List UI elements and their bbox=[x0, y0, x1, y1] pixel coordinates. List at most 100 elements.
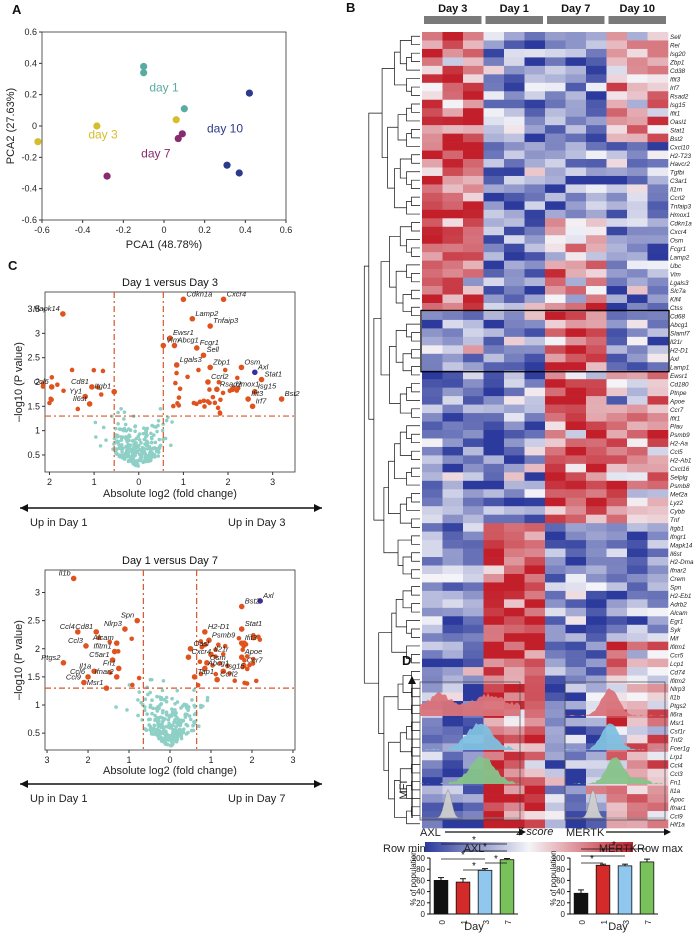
heatmap-cell bbox=[524, 32, 546, 41]
heatmap-cell bbox=[565, 616, 587, 626]
heatmap-cell bbox=[606, 599, 628, 609]
heatmap-cell bbox=[565, 480, 587, 490]
volcano-significant-point bbox=[91, 367, 97, 373]
heatmap-cell bbox=[586, 142, 607, 151]
heatmap-cell bbox=[422, 91, 443, 101]
volcano-gene-label: Apoe bbox=[244, 647, 263, 656]
heatmap-gene-label: Lcp1 bbox=[670, 661, 684, 668]
heatmap-cell bbox=[647, 150, 669, 160]
heatmap-cell bbox=[483, 108, 505, 117]
heatmap-cell bbox=[565, 57, 587, 67]
heatmap-cell bbox=[586, 573, 607, 583]
pca-ytick-label: 0.4 bbox=[24, 58, 37, 68]
heatmap-gene-label: Syk bbox=[670, 627, 681, 634]
heatmap-gene-label: Il1rn bbox=[670, 187, 683, 194]
volcano1-left-label: Up in Day 1 bbox=[30, 517, 87, 529]
volcano-gene-point bbox=[70, 575, 77, 582]
volcano-gene-label: Itgb1 bbox=[95, 382, 112, 391]
volcano-background-point bbox=[164, 695, 169, 700]
volcano-gene-label: Tap1 bbox=[198, 667, 214, 676]
heatmap-cell bbox=[647, 523, 669, 532]
heatmap-cell bbox=[463, 133, 484, 143]
heatmap-cell bbox=[565, 74, 587, 84]
volcano-background-point bbox=[155, 694, 159, 699]
heatmap-cell bbox=[647, 108, 669, 117]
heatmap-gene-label: Apoe bbox=[669, 398, 685, 405]
heatmap-cell bbox=[504, 269, 525, 278]
volcano-gene-label: Ifitm1 bbox=[93, 642, 111, 651]
heatmap-gene-label: Cd180 bbox=[670, 381, 689, 388]
heatmap-cell bbox=[504, 404, 525, 414]
heatmap-cell bbox=[504, 286, 525, 295]
heatmap-cell bbox=[463, 387, 484, 397]
volcano-background-point bbox=[155, 733, 160, 737]
heatmap-cell bbox=[504, 667, 525, 676]
heatmap-dendrogram-branch bbox=[411, 349, 420, 359]
heatmap-cell bbox=[463, 590, 484, 600]
heatmap-cell bbox=[442, 463, 464, 473]
heatmap-cell bbox=[442, 819, 464, 829]
volcano-gene-point bbox=[220, 668, 227, 675]
heatmap-cell bbox=[647, 294, 669, 304]
volcano-gene-label: Il1b bbox=[59, 568, 71, 577]
heatmap-cell bbox=[483, 201, 505, 211]
heatmap-cell bbox=[463, 226, 484, 236]
heatmap-cell bbox=[647, 446, 669, 456]
heatmap-cell bbox=[483, 573, 505, 583]
heatmap-cell bbox=[586, 497, 607, 507]
heatmap-cell bbox=[422, 717, 443, 727]
heatmap-cell bbox=[627, 667, 648, 676]
volcano-ytick-label: 1 bbox=[35, 426, 40, 436]
heatmap-cell bbox=[483, 175, 505, 185]
heatmap-cell bbox=[606, 548, 628, 558]
heatmap-cell bbox=[483, 387, 505, 397]
heatmap-cell bbox=[422, 184, 443, 194]
volcano-gene-point bbox=[86, 401, 93, 407]
heatmap-cell bbox=[524, 819, 546, 829]
bar bbox=[477, 869, 493, 915]
heatmap-cell bbox=[442, 430, 464, 439]
heatmap-cell bbox=[442, 133, 464, 143]
volcano-background-point bbox=[171, 711, 176, 716]
volcano-significant-point bbox=[207, 387, 212, 392]
heatmap-gene-label: Selplg bbox=[670, 475, 688, 482]
heatmap-cell bbox=[606, 794, 628, 803]
heatmap-cell bbox=[565, 548, 587, 558]
pca-point bbox=[93, 122, 101, 130]
heatmap-cell bbox=[647, 99, 669, 109]
bar bbox=[617, 865, 633, 915]
volcano-background-point bbox=[126, 435, 130, 439]
heatmap-cell bbox=[545, 319, 566, 329]
heatmap-cell bbox=[586, 650, 607, 659]
heatmap-cell bbox=[647, 404, 669, 414]
heatmap-cell bbox=[627, 286, 648, 295]
heatmap-cell bbox=[524, 641, 546, 651]
heatmap-cell bbox=[606, 260, 628, 270]
heatmap-cell bbox=[442, 480, 464, 490]
volcano-background-point bbox=[112, 442, 116, 446]
heatmap-cell bbox=[565, 370, 587, 380]
heatmap-cell bbox=[545, 370, 566, 380]
heatmap-cell bbox=[627, 260, 648, 270]
heatmap-dendrogram-branch bbox=[411, 493, 420, 503]
volcano-gene-point bbox=[238, 364, 245, 371]
heatmap-cell bbox=[586, 616, 607, 626]
heatmap-cell bbox=[442, 607, 464, 617]
heatmap-cell bbox=[565, 48, 587, 58]
heatmap-cell bbox=[647, 777, 669, 786]
heatmap-dendrogram-branch bbox=[406, 264, 420, 278]
heatmap-cell bbox=[504, 379, 525, 388]
volcano-gene-point bbox=[160, 342, 167, 349]
heatmap-cell bbox=[483, 209, 505, 219]
heatmap-cell bbox=[647, 40, 669, 50]
heatmap-cell bbox=[504, 57, 525, 67]
heatmap-cell bbox=[586, 65, 607, 75]
heatmap-cell bbox=[504, 430, 525, 439]
volcano-background-point bbox=[151, 706, 155, 711]
heatmap-cell bbox=[586, 294, 607, 304]
volcano-xtick-label: 2 bbox=[226, 477, 231, 487]
volcano-background-point bbox=[119, 438, 124, 442]
heatmap-cell bbox=[586, 658, 607, 668]
heatmap-cell bbox=[627, 82, 648, 92]
volcano-background-point bbox=[162, 697, 167, 702]
